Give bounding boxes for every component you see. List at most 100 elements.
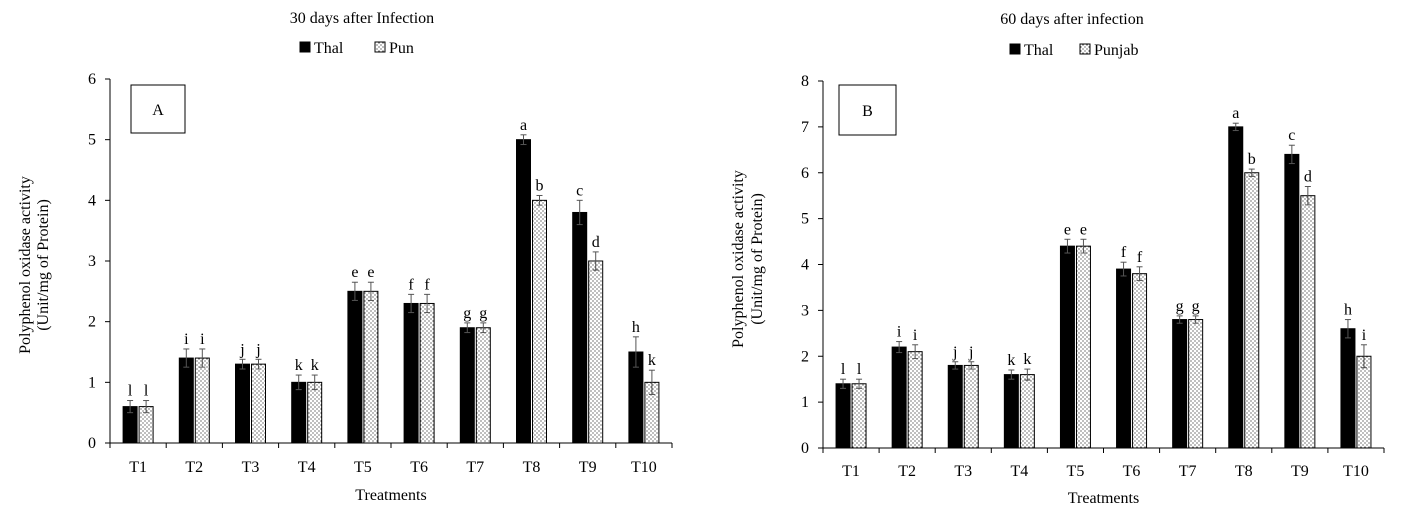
x-tick-label: T9 — [579, 459, 597, 476]
y-tick-label: 6 — [88, 71, 96, 88]
significance-letter: k — [1023, 351, 1031, 368]
bar-punjab-t6 — [1132, 273, 1148, 449]
panel-label: B — [862, 103, 873, 120]
chart-panel-b: 60 days after infection Thal Punjab B Polyph… — [706, 0, 1411, 518]
y-tick-label: 7 — [801, 119, 809, 136]
significance-letter: l — [857, 361, 862, 378]
significance-letter: j — [239, 341, 244, 358]
bar-pun-t3 — [251, 363, 266, 444]
y-axis-label: Polyphenol oxidase activity — [17, 176, 34, 354]
significance-letter: e — [367, 264, 374, 281]
significance-letter: g — [1192, 298, 1200, 315]
significance-letter: i — [1362, 327, 1367, 344]
x-tick-label: T8 — [523, 459, 541, 476]
bar-punjab-t4 — [1019, 374, 1035, 449]
bar-thal-t8 — [516, 139, 531, 444]
significance-letter: g — [479, 305, 487, 322]
x-axis-label: Treatments — [355, 487, 426, 504]
bar-thal-t1 — [835, 383, 851, 449]
significance-letter: k — [648, 352, 656, 369]
significance-letter: l — [841, 361, 846, 378]
bar-pun-t5 — [363, 290, 379, 444]
y-tick-label: 1 — [88, 374, 96, 391]
significance-letter: f — [408, 276, 414, 293]
y-tick-label: 0 — [801, 440, 809, 457]
bar-thal-t4 — [291, 381, 307, 444]
x-tick-label: T5 — [354, 459, 372, 476]
chart-b-svg: 60 days after infection Thal Punjab B Polyph… — [730, 11, 1385, 507]
y-tick-label: 8 — [801, 73, 809, 90]
significance-letter: l — [144, 383, 149, 400]
bar-thal-t5 — [347, 290, 363, 444]
legend-swatch-pun — [374, 41, 386, 53]
significance-letter: k — [295, 357, 303, 374]
x-tick-label: T7 — [1179, 463, 1197, 480]
y-tick-label: 3 — [88, 253, 96, 270]
x-tick-label: T2 — [898, 463, 916, 480]
bar-thal-t3 — [235, 363, 250, 444]
significance-letter: e — [1064, 221, 1071, 238]
bar-thal-t7 — [459, 327, 475, 444]
legend-label-thal: Thal — [314, 40, 344, 57]
x-tick-label: T4 — [1010, 463, 1028, 480]
y-axis-label: Polyphenol oxidase activity — [730, 170, 747, 348]
x-tick-label: T5 — [1067, 463, 1085, 480]
panel-label-box — [838, 84, 897, 136]
significance-letter: f — [424, 276, 430, 293]
significance-letter: b — [536, 177, 544, 194]
y-tick-label: 2 — [801, 348, 809, 365]
x-tick-label: T3 — [242, 459, 260, 476]
bar-pun-t2 — [194, 357, 210, 444]
significance-letter: d — [1304, 169, 1312, 186]
bar-pun-t9 — [588, 260, 604, 444]
x-tick-label: T10 — [1343, 463, 1369, 480]
y-tick-label: 6 — [801, 165, 809, 182]
y-tick-label: 2 — [88, 314, 96, 331]
legend-label-punjab: Punjab — [1094, 42, 1138, 59]
significance-letter: e — [1080, 221, 1087, 238]
bar-punjab-t10 — [1356, 355, 1372, 449]
significance-letter: f — [1137, 249, 1143, 266]
x-tick-label: T4 — [298, 459, 316, 476]
x-tick-label: T3 — [954, 463, 972, 480]
bar-punjab-t3 — [963, 364, 979, 449]
significance-letter: e — [351, 264, 358, 281]
bar-punjab-t9 — [1300, 195, 1316, 449]
bar-thal-t2 — [891, 346, 907, 449]
significance-letter: a — [520, 117, 527, 134]
bar-thal-t5 — [1059, 245, 1075, 449]
significance-letter: h — [632, 319, 640, 336]
significance-letter: h — [1344, 302, 1352, 319]
bar-punjab-t5 — [1075, 245, 1091, 449]
x-tick-label: T6 — [410, 459, 428, 476]
bar-thal-t8 — [1228, 126, 1244, 449]
legend-swatch-thal — [299, 41, 311, 53]
legend-label-pun: Pun — [389, 40, 414, 57]
significance-letter: c — [1288, 127, 1295, 144]
significance-letter: g — [463, 305, 471, 322]
chart-title: 60 days after infection — [1000, 11, 1144, 28]
significance-letter: i — [913, 327, 918, 344]
significance-letter: j — [255, 341, 260, 358]
significance-letter: i — [897, 324, 902, 341]
bar-punjab-t2 — [907, 351, 923, 449]
bar-thal-t6 — [403, 302, 419, 444]
panel-label: A — [152, 102, 164, 119]
x-tick-label: T2 — [185, 459, 203, 476]
y-tick-label: 5 — [801, 211, 809, 228]
x-tick-label: T6 — [1123, 463, 1141, 480]
x-tick-label: T10 — [631, 459, 657, 476]
significance-letter: c — [576, 182, 583, 199]
chart-a-svg: 30 days after Infection Thal Pun A Polypheno… — [17, 10, 673, 504]
x-tick-label: T8 — [1235, 463, 1253, 480]
bar-thal-t7 — [1172, 319, 1188, 449]
bar-thal-t9 — [572, 211, 588, 444]
significance-letter: i — [184, 331, 189, 348]
bar-pun-t7 — [475, 327, 491, 444]
y-tick-label: 4 — [801, 257, 809, 274]
significance-letter: g — [1176, 298, 1184, 315]
bar-thal-t3 — [947, 364, 963, 449]
significance-letter: a — [1232, 105, 1239, 122]
bar-punjab-t1 — [851, 383, 867, 449]
bar-pun-t8 — [532, 199, 547, 444]
